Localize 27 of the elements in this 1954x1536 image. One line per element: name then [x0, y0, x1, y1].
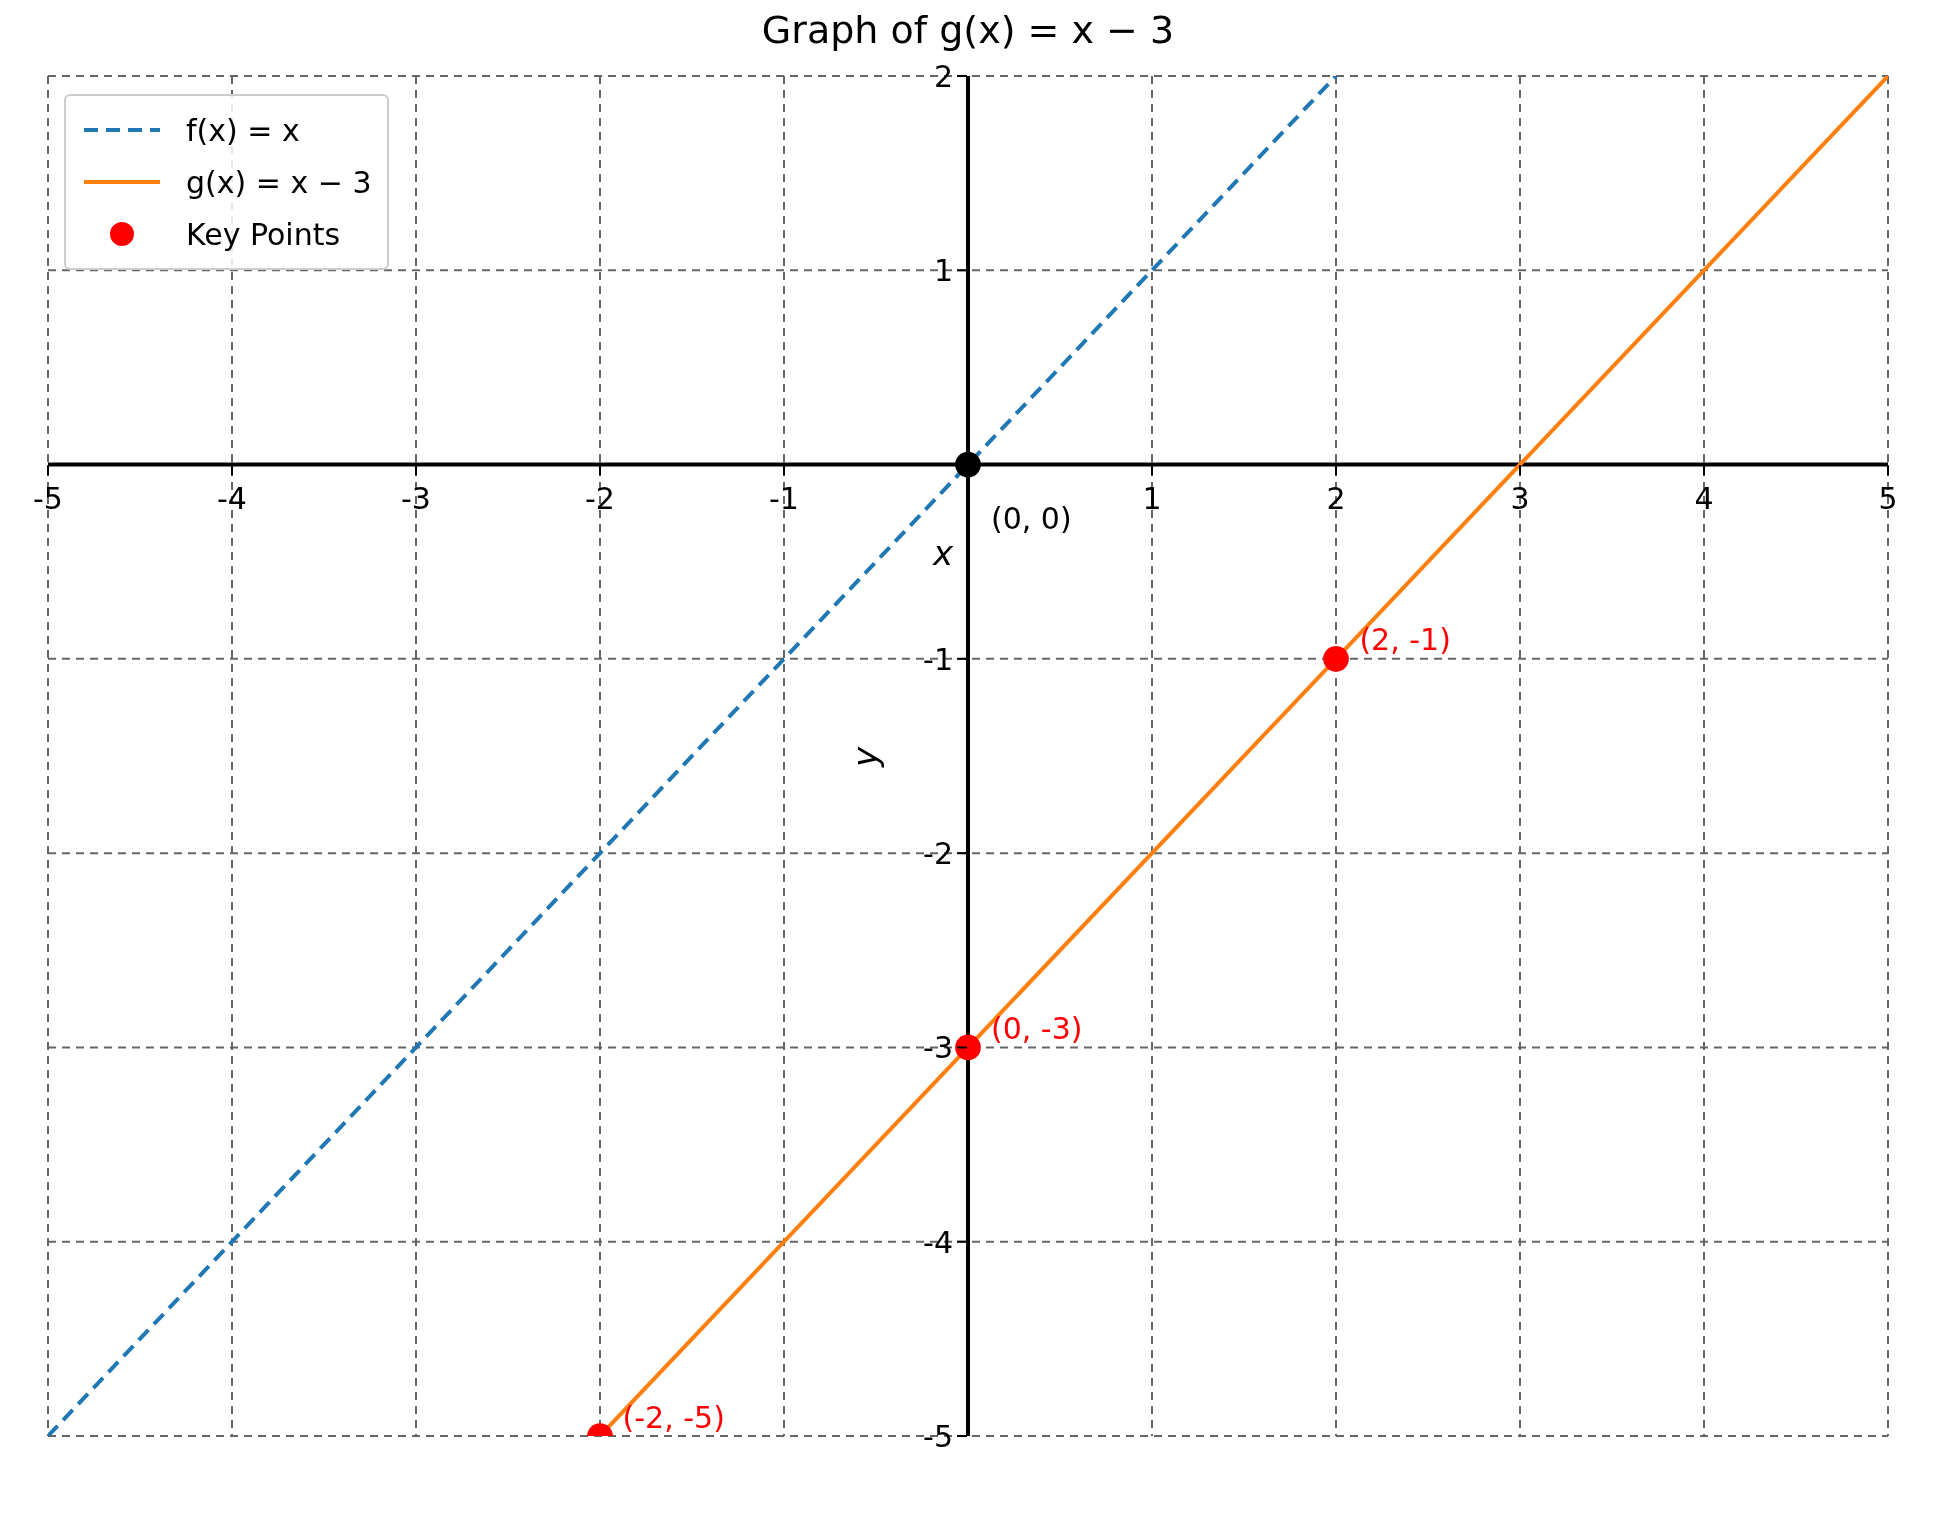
x-tick-label: 3: [1510, 481, 1530, 517]
annotation: (-2, -5): [622, 1400, 725, 1435]
y-tick-label: -3: [923, 1030, 953, 1066]
y-tick-label: -4: [923, 1224, 953, 1260]
y-axis-title: y: [845, 746, 885, 769]
y-tick-label: 1: [933, 253, 953, 289]
x-tick-label: 1: [1142, 481, 1162, 517]
y-tick-label: -2: [923, 836, 953, 872]
legend-label: g(x) = x − 3: [186, 164, 372, 200]
x-tick-label: -1: [769, 481, 799, 517]
x-tick-label: -5: [33, 481, 63, 517]
x-tick-label: -4: [217, 481, 247, 517]
annotation: (2, -1): [1359, 621, 1451, 657]
x-tick-label: -3: [401, 481, 431, 517]
y-tick-label: -1: [923, 641, 953, 677]
chart-title: Graph of g(x) = x − 3: [760, 8, 1176, 54]
x-axis-title: x: [932, 533, 954, 574]
y-tick-label: 2: [933, 59, 953, 94]
x-tick-label: 4: [1694, 481, 1714, 517]
annotation: (0, -3): [991, 1010, 1083, 1046]
annotation: (0, 0): [991, 501, 1072, 537]
x-tick-label: 5: [1878, 481, 1898, 517]
x-tick-label: -2: [585, 481, 615, 517]
y-tick-label: -5: [923, 1419, 953, 1454]
legend-label: Key Points: [186, 216, 341, 252]
x-tick-label: 2: [1326, 481, 1346, 517]
legend-label: f(x) = x: [186, 112, 300, 148]
